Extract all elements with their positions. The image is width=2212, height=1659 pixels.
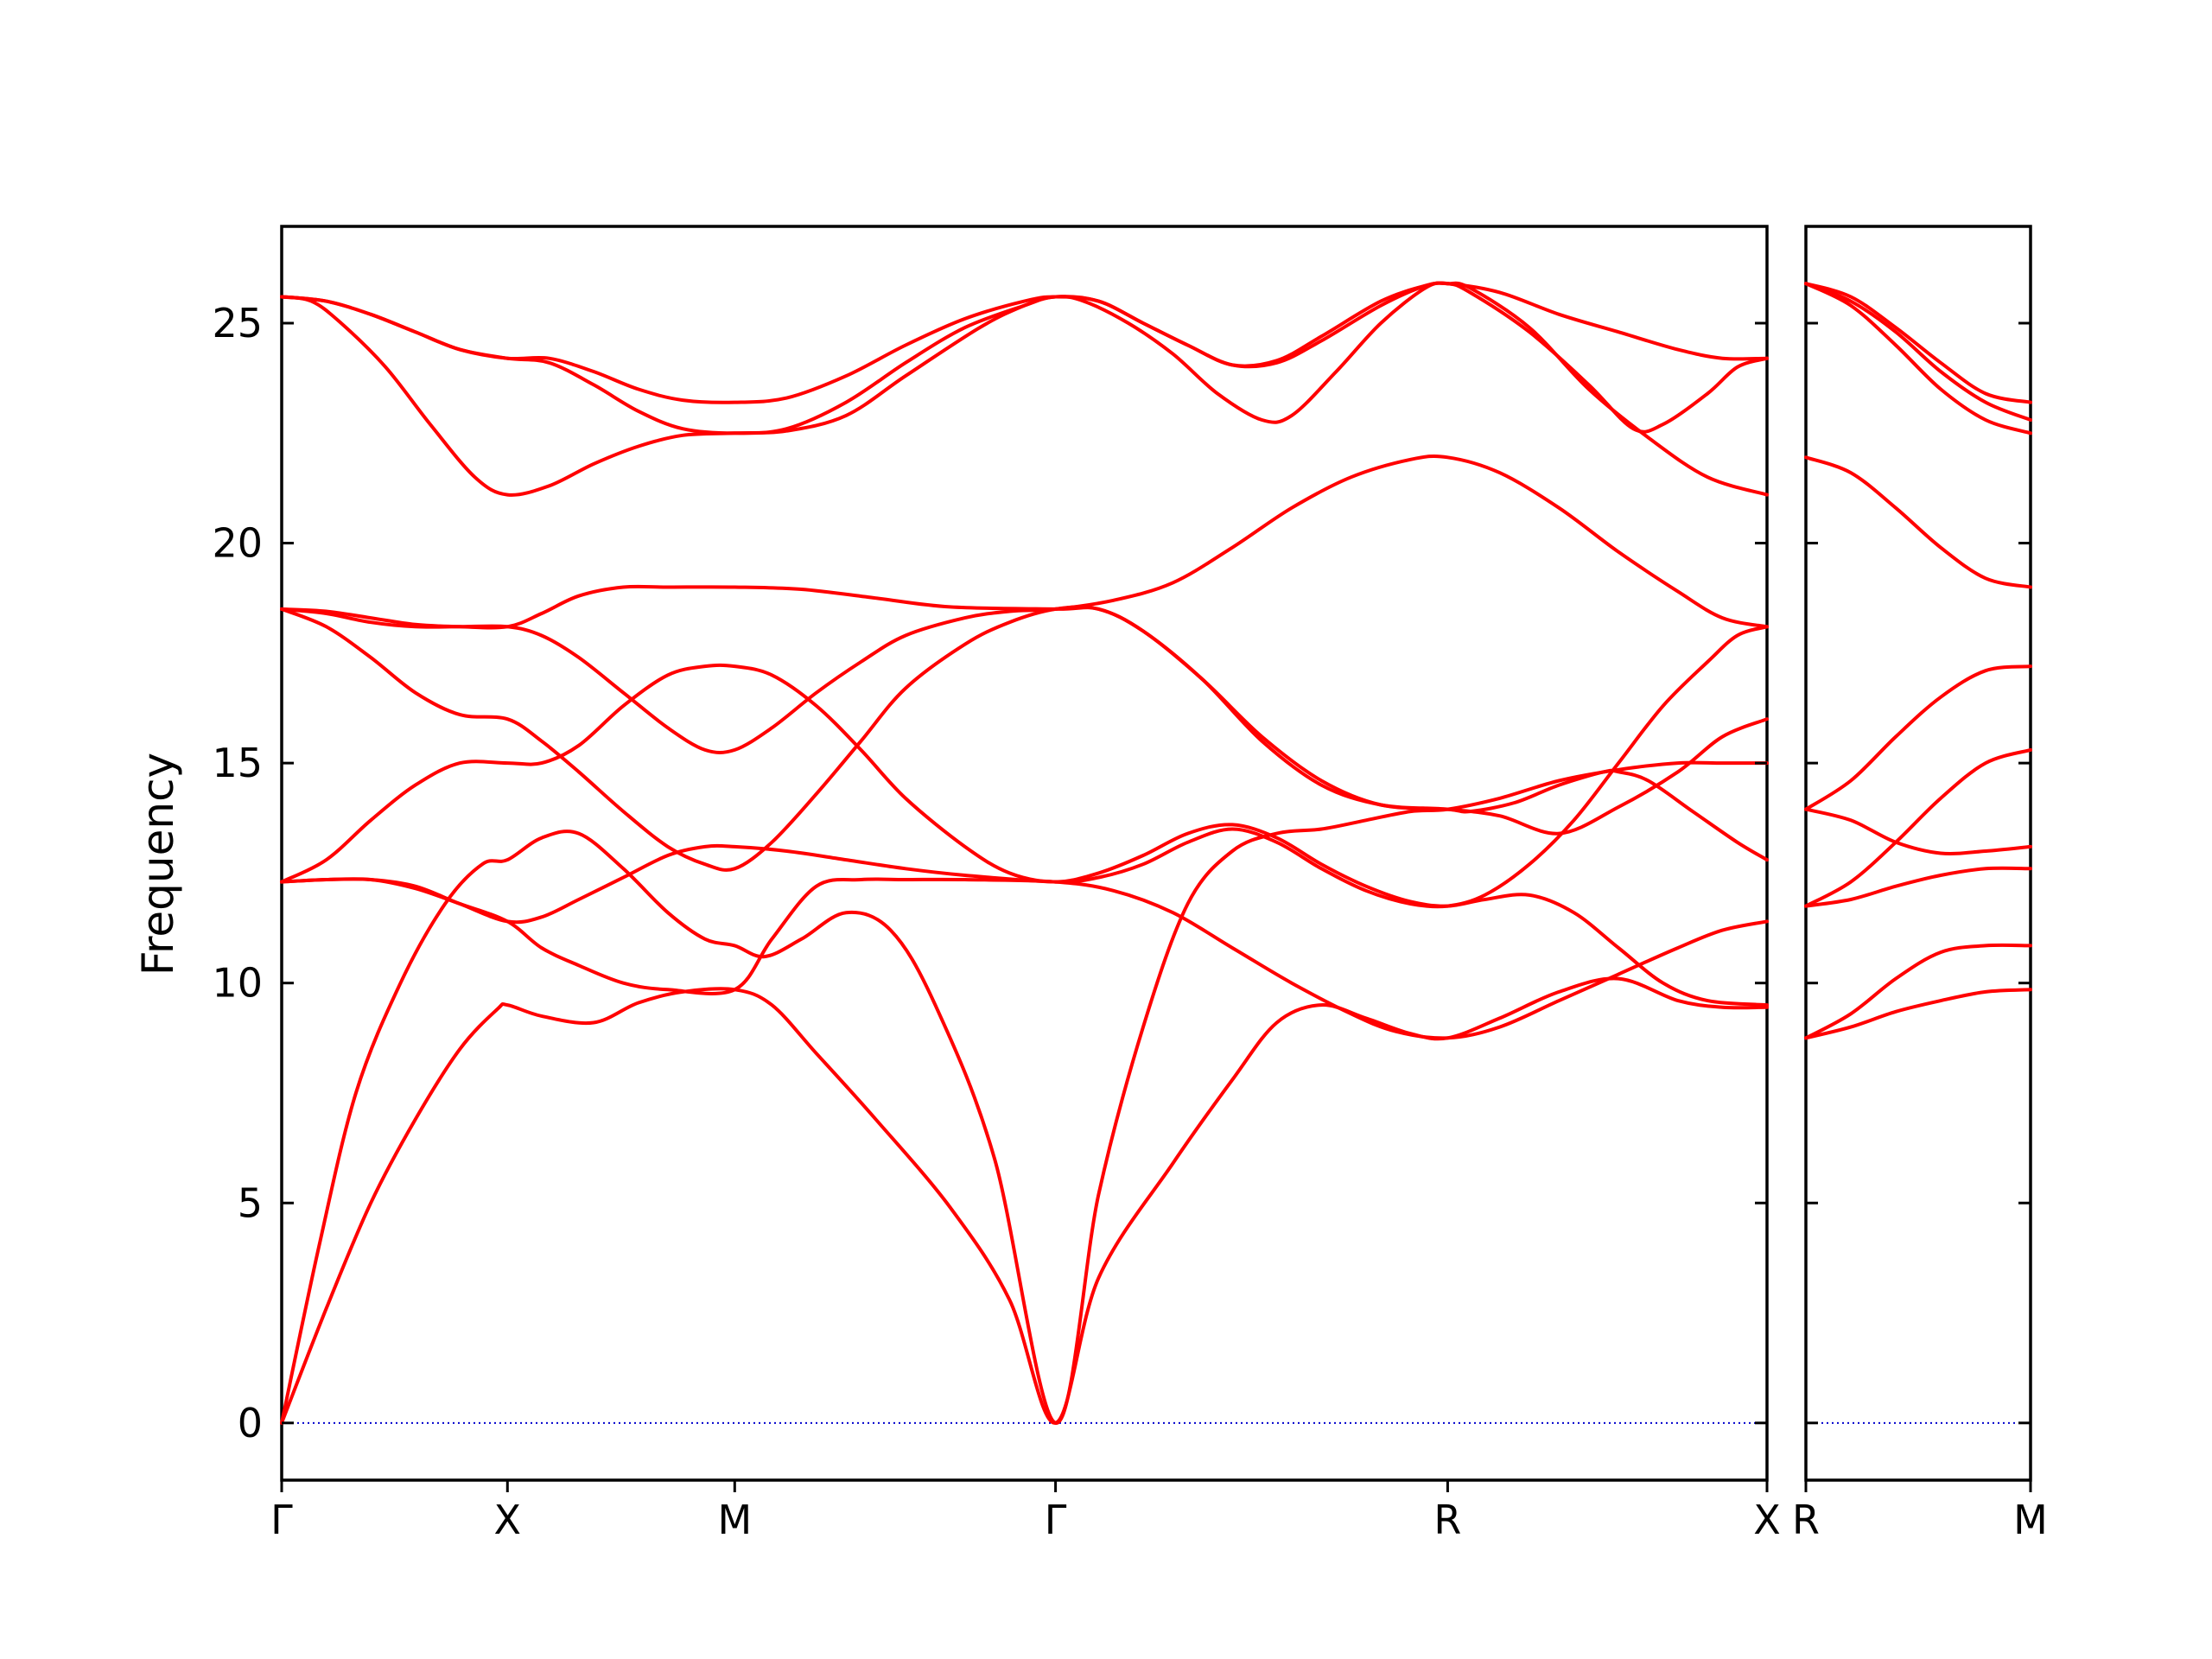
y-tick-label: 20 [212, 520, 263, 567]
x-tick-label-Γ: Γ [1045, 1497, 1067, 1543]
phonon-band-3 [1804, 866, 2032, 908]
y-axis-label: Frequency [133, 753, 183, 976]
x-tick-label-R: R [1433, 1497, 1461, 1543]
phonon-band-7 [1804, 455, 2032, 589]
x-tick-label-R: R [1792, 1497, 1820, 1543]
y-tick-labels: 0 5 10 15 20 25 [212, 300, 263, 1446]
phonon-band-1 [1804, 988, 2032, 1040]
phonon-band-6 [1804, 664, 2032, 811]
phonon-band-2 [1804, 943, 2032, 1040]
x-tick-label-X: X [1753, 1497, 1781, 1543]
phonon-band-7 [280, 584, 1769, 862]
phonon-band-8 [280, 625, 1769, 925]
phonon-band-5 [1804, 807, 2032, 855]
x-tick-label-M: M [2013, 1497, 2048, 1543]
phonon-band-4 [1804, 747, 2032, 908]
y-tick-label: 15 [212, 740, 263, 786]
main-panel-ticks [280, 321, 1769, 1492]
y-tick-label: 5 [238, 1179, 263, 1226]
r-m-panel-bands [1804, 282, 2032, 1040]
y-tick-label: 0 [238, 1400, 263, 1446]
phonon-band-4 [280, 663, 1769, 1007]
phonon-band-5 [280, 605, 1769, 872]
r-m-panel-frame [1804, 225, 2032, 1482]
main-band-panel: Γ X M Γ R X 0 5 10 15 20 25 [212, 225, 1781, 1543]
phonon-band-10 [1804, 282, 2032, 404]
x-tick-label-Γ: Γ [270, 1497, 293, 1543]
y-tick-label: 25 [212, 300, 263, 346]
y-tick-label: 10 [212, 960, 263, 1007]
main-panel-bands [280, 281, 1769, 1425]
r-m-panel-ticks [1804, 321, 2032, 1492]
phonon-band-9 [1804, 282, 2032, 422]
phonon-band-11 [280, 281, 1769, 404]
phonon-band-2 [280, 760, 1769, 1425]
phonon-band-6 [280, 454, 1769, 755]
phonon-band-1 [280, 976, 1769, 1425]
x-tick-label-M: M [717, 1497, 752, 1543]
main-panel-frame [280, 225, 1769, 1482]
phonon-band-8 [1804, 282, 2032, 435]
x-tick-label-X: X [494, 1497, 522, 1543]
